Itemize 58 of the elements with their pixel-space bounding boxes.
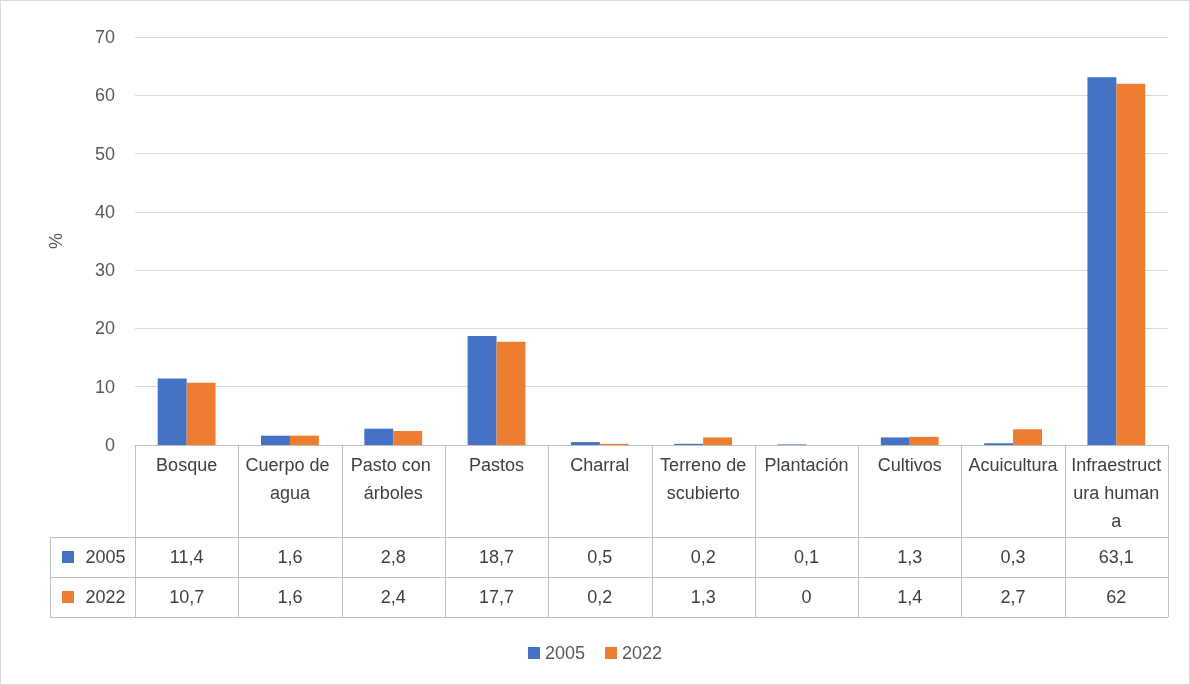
y-tick-label: 20 [94,318,115,339]
data-label: 1,3 [689,586,717,609]
data-label: 1,6 [276,586,304,609]
data-label: 17,7 [478,586,516,609]
data-label: 10,7 [168,586,206,609]
y-axis-title: % [46,232,66,250]
y-tick-label: 70 [94,27,115,47]
bar [186,382,216,445]
data-label: 1,6 [276,546,304,569]
text: 2005 [544,643,585,663]
y-tick-label: 50 [94,143,115,164]
data-label: 0 [800,586,813,609]
y-tick-label: 60 [94,85,115,106]
x-tick-label: Bosque [156,455,218,475]
bar [1013,429,1042,445]
data-label: 1,3 [896,546,924,569]
bar [570,442,600,445]
data-label: 18,7 [478,546,516,569]
bar [703,437,733,445]
x-tick-label: Pastos [469,455,525,475]
data-label: 0,3 [999,546,1027,569]
x-tick-label: Pasto con árboles [350,455,436,503]
bar [467,336,497,445]
data-label: 0,2 [689,546,717,569]
data-label: 62 [1105,586,1128,609]
x-tick-label: Plantación [764,455,849,475]
bar [261,435,290,445]
bar [496,341,526,445]
x-tick-label: Charral [570,455,630,475]
x-tick-label: Cuerpo de agua [245,455,335,503]
data-label: 2,8 [379,546,407,569]
y-tick-label: 30 [94,260,115,281]
data-label: 1,4 [896,586,924,609]
legend-label: 2005 [84,546,127,569]
bar [157,378,187,445]
data-label: 0,1 [792,546,820,569]
bar [880,437,910,445]
data-label: 0,5 [586,546,614,569]
bar [289,435,319,445]
x-tick-label: Cultivos [877,455,942,475]
y-tick-label: 0 [104,435,115,455]
data-label: 63,1 [1097,546,1135,569]
data-label: 2,4 [379,586,407,609]
y-tick-label: 40 [94,201,115,222]
x-tick-label: Infraestructura humana [1071,455,1162,531]
text: 2022 [622,643,663,663]
bar [1116,83,1146,445]
y-tick-label: 10 [94,376,115,397]
bar [393,431,423,445]
bar [909,436,939,445]
data-label: 0,2 [586,586,614,609]
x-tick-label: Acuicultura [968,455,1059,475]
data-label: 11,4 [168,546,205,569]
legend-label: 2022 [84,586,127,609]
bar [364,428,394,445]
x-tick-label: Terreno descubierto [660,455,747,503]
data-label: 2,7 [999,586,1027,609]
bar [1087,77,1117,445]
